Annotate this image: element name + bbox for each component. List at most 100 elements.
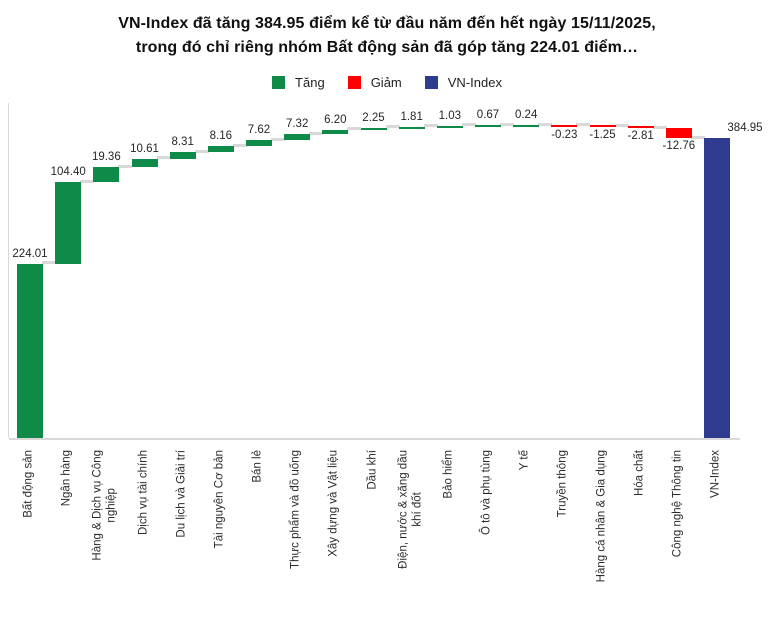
bar-value-label: 8.16 bbox=[209, 130, 233, 143]
category-label-line: Xây dựng và Vật liệu bbox=[327, 450, 340, 557]
connector-line bbox=[271, 137, 286, 141]
category-label: Điện, nước & xăng dầu khí đốt bbox=[397, 450, 424, 622]
category-label: Ngân hàng bbox=[60, 450, 74, 622]
connector-line bbox=[614, 123, 629, 127]
legend-label: Giảm bbox=[370, 75, 402, 90]
waterfall-bar[interactable] bbox=[398, 126, 425, 129]
waterfall-bar[interactable] bbox=[17, 263, 43, 438]
waterfall-bar[interactable] bbox=[360, 127, 387, 130]
bar-value-label: -12.76 bbox=[662, 140, 696, 153]
category-label-text: Dịch vụ tài chính bbox=[137, 450, 151, 535]
waterfall-bar[interactable] bbox=[627, 126, 654, 129]
legend-item[interactable]: VN-Index bbox=[424, 75, 502, 90]
connector-line bbox=[347, 127, 362, 131]
bar-value-label: 1.03 bbox=[438, 109, 462, 122]
category-axis-labels: Bất động sản Ngân hàng Hàng & Dịch vụ Công… bbox=[8, 440, 737, 620]
category-label-text: Hàng cá nhân & Gia dụng bbox=[595, 450, 609, 582]
bar-value-label: 224.01 bbox=[12, 247, 48, 260]
connector-line bbox=[385, 125, 400, 129]
category-label-text: Truyền thông bbox=[557, 450, 571, 517]
category-label: Hàng & Dịch vụ Công nghiệp bbox=[92, 450, 119, 622]
category-label-line: Ngân hàng bbox=[60, 450, 73, 507]
category-label-line: Dầu khí bbox=[365, 450, 378, 490]
waterfall-bar[interactable] bbox=[513, 125, 540, 127]
waterfall-bar[interactable] bbox=[589, 125, 616, 128]
waterfall-bar[interactable] bbox=[93, 167, 120, 183]
waterfall-bar[interactable] bbox=[55, 182, 82, 264]
category-label-text: Công nghệ Thông tin bbox=[671, 450, 685, 557]
waterfall-bar[interactable] bbox=[551, 125, 578, 127]
waterfall-bar[interactable] bbox=[284, 134, 311, 141]
waterfall-bar[interactable] bbox=[436, 125, 463, 128]
connector-line bbox=[576, 122, 591, 126]
category-label-text: Y tế bbox=[518, 450, 532, 470]
category-label: VN-Index bbox=[709, 450, 723, 622]
waterfall-bar[interactable] bbox=[131, 158, 158, 168]
category-label-text: VN-Index bbox=[709, 450, 723, 498]
waterfall-chart: 224.01 104.40 19.36 10.61 8.31 8.16 7.62 7.32 6.… bbox=[8, 103, 763, 440]
waterfall-bar[interactable] bbox=[475, 125, 501, 128]
bar-value-label: -1.25 bbox=[589, 129, 616, 142]
category-label-text: Thực phẩm và đồ uống bbox=[289, 450, 303, 569]
legend-item[interactable]: Giảm bbox=[347, 75, 402, 90]
legend-label: VN-Index bbox=[447, 75, 502, 90]
chart-title-line-1: VN-Index đã tăng 384.95 điểm kể từ đầu n… bbox=[118, 15, 656, 32]
category-label-text: Điện, nước & xăng dầu khí đốt bbox=[397, 450, 424, 569]
connector-line bbox=[118, 164, 133, 168]
category-label: Bán lẻ bbox=[251, 450, 265, 622]
waterfall-bar[interactable] bbox=[246, 140, 272, 147]
category-label-line: Hóa chất bbox=[632, 450, 645, 497]
category-label: Bất động sản bbox=[22, 450, 36, 622]
bar-value-label: 2.25 bbox=[362, 111, 385, 124]
category-label-line: Bảo hiểm bbox=[442, 450, 455, 499]
bar-value-label: 0.67 bbox=[476, 109, 500, 122]
chart-title-line-2: trong đó chỉ riêng nhóm Bất động sản đã … bbox=[135, 39, 639, 56]
connector-line bbox=[80, 179, 95, 183]
bar-value-label: 6.20 bbox=[324, 113, 347, 126]
legend-label: Tăng bbox=[295, 75, 325, 90]
connector-line bbox=[690, 135, 705, 139]
category-label-text: Dầu khí bbox=[366, 450, 380, 490]
category-label-text: Bất động sản bbox=[22, 450, 36, 518]
connector-line bbox=[156, 156, 171, 160]
connector-line bbox=[232, 143, 247, 147]
category-label-line: VN-Index bbox=[709, 450, 722, 498]
category-label-line: Du lịch và Giải trí bbox=[174, 450, 187, 538]
connector-line bbox=[309, 131, 324, 135]
waterfall-bar[interactable] bbox=[665, 128, 692, 139]
category-label-line: nghiệp bbox=[105, 488, 118, 523]
waterfall-bar[interactable] bbox=[169, 152, 196, 159]
category-label-line: Truyền thông bbox=[556, 450, 569, 518]
category-label: Dịch vụ tài chính bbox=[137, 450, 151, 622]
category-label: Xây dựng và Vật liệu bbox=[328, 450, 342, 622]
legend-swatch-icon bbox=[424, 76, 438, 89]
bar-value-label: -0.23 bbox=[551, 129, 578, 141]
bar-value-label: 384.95 bbox=[727, 122, 763, 135]
category-label-line: Điện, nước & xăng dầu bbox=[397, 450, 410, 569]
category-label: Du lịch và Giải trí bbox=[175, 450, 189, 622]
legend-item[interactable]: Tăng bbox=[272, 75, 325, 90]
category-label: Truyền thông bbox=[557, 450, 571, 622]
bar-value-label: 0.24 bbox=[514, 109, 538, 121]
category-label-line: Thực phẩm và đồ uống bbox=[289, 450, 302, 569]
connector-line bbox=[538, 122, 553, 126]
connector-line bbox=[42, 261, 57, 265]
category-label: Bảo hiểm bbox=[442, 450, 456, 622]
category-label-line: Hàng cá nhân & Gia dụng bbox=[594, 450, 607, 583]
bar-value-label: 19.36 bbox=[91, 151, 121, 164]
category-label-line: Tài nguyên Cơ bản bbox=[213, 450, 226, 549]
waterfall-bar[interactable] bbox=[322, 129, 349, 135]
bar-value-label: 8.31 bbox=[171, 136, 194, 149]
bar-value-label: 7.32 bbox=[285, 118, 309, 131]
legend-swatch-icon bbox=[272, 76, 286, 89]
waterfall-bar[interactable] bbox=[207, 146, 234, 153]
waterfall-bar[interactable] bbox=[704, 138, 730, 438]
category-label-line: Y tế bbox=[518, 450, 531, 471]
category-label: Dầu khí bbox=[366, 450, 380, 622]
category-label-text: Ngân hàng bbox=[60, 450, 74, 506]
category-label: Công nghệ Thông tin bbox=[671, 450, 685, 622]
category-label-text: Bảo hiểm bbox=[442, 450, 456, 499]
legend: Tăng Giảm VN-Index bbox=[0, 75, 774, 90]
category-label-text: Xây dựng và Vật liệu bbox=[328, 450, 342, 557]
bar-value-label: 1.81 bbox=[400, 110, 423, 123]
